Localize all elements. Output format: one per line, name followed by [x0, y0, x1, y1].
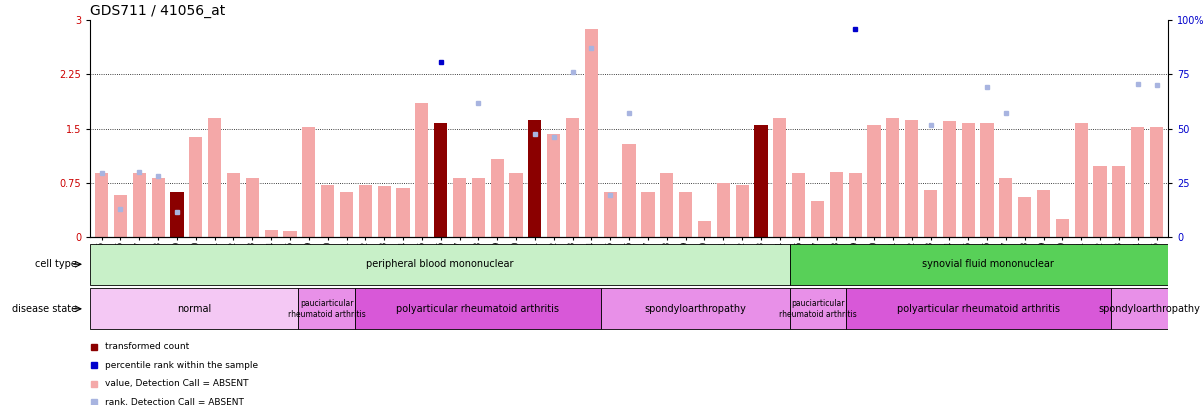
Bar [1150, 127, 1163, 237]
Bar [999, 178, 1013, 237]
Bar [509, 173, 523, 237]
Bar [453, 178, 466, 237]
Bar [246, 178, 259, 237]
Bar [208, 118, 222, 237]
Text: pauciarticular
rheumatoid arthritis: pauciarticular rheumatoid arthritis [288, 299, 366, 318]
Bar [943, 122, 956, 237]
Bar [152, 178, 165, 237]
Bar [226, 173, 240, 237]
Bar [679, 192, 692, 237]
Text: polyarticular rheumatoid arthritis: polyarticular rheumatoid arthritis [897, 304, 1061, 314]
Bar [472, 178, 485, 237]
Bar [1093, 166, 1106, 237]
Bar [321, 185, 335, 237]
Bar [773, 118, 786, 237]
Bar [792, 173, 805, 237]
Bar [265, 230, 278, 237]
Bar [299, 288, 355, 329]
Bar [283, 231, 296, 237]
Bar [490, 159, 503, 237]
Bar [585, 29, 598, 237]
Bar [716, 183, 730, 237]
Text: peripheral blood mononuclear: peripheral blood mononuclear [366, 259, 514, 269]
Bar [886, 118, 899, 237]
Bar [132, 173, 146, 237]
Bar [359, 185, 372, 237]
Bar [790, 288, 846, 329]
Bar [90, 288, 299, 329]
Bar [622, 145, 636, 237]
Bar [830, 172, 843, 237]
Bar [736, 185, 749, 237]
Text: normal: normal [177, 304, 212, 314]
Bar [378, 186, 391, 237]
Bar [90, 244, 790, 285]
Bar [642, 192, 655, 237]
Bar [114, 195, 128, 237]
Bar [1075, 123, 1088, 237]
Text: percentile rank within the sample: percentile rank within the sample [105, 361, 258, 370]
Text: GDS711 / 41056_at: GDS711 / 41056_at [90, 4, 225, 18]
Bar [698, 221, 712, 237]
Bar [396, 188, 409, 237]
Bar [603, 192, 616, 237]
Text: value, Detection Call = ABSENT: value, Detection Call = ABSENT [105, 379, 248, 388]
Bar [962, 123, 975, 237]
Bar [905, 120, 919, 237]
Bar [1111, 288, 1187, 329]
Bar [1056, 219, 1069, 237]
Text: cell type: cell type [35, 259, 77, 269]
Text: disease state: disease state [12, 304, 77, 314]
Bar [923, 190, 937, 237]
Bar [1131, 127, 1144, 237]
Bar [867, 125, 880, 237]
Bar [1019, 197, 1032, 237]
Text: transformed count: transformed count [105, 342, 189, 352]
Bar [755, 125, 768, 237]
Text: polyarticular rheumatoid arthritis: polyarticular rheumatoid arthritis [396, 304, 560, 314]
Bar [95, 173, 108, 237]
Bar [355, 288, 601, 329]
Bar [189, 137, 202, 237]
Bar [1037, 190, 1050, 237]
Bar [340, 192, 353, 237]
Bar [846, 288, 1111, 329]
Bar [435, 123, 448, 237]
Bar [529, 120, 542, 237]
Bar [415, 103, 429, 237]
Bar [170, 192, 183, 237]
Text: synovial fluid mononuclear: synovial fluid mononuclear [922, 259, 1055, 269]
Bar [566, 118, 579, 237]
Bar [547, 134, 560, 237]
Text: spondyloarthropathy: spondyloarthropathy [644, 304, 746, 314]
Bar [601, 288, 790, 329]
Bar [810, 201, 824, 237]
Bar [980, 123, 993, 237]
Text: pauciarticular
rheumatoid arthritis: pauciarticular rheumatoid arthritis [779, 299, 857, 318]
Text: rank, Detection Call = ABSENT: rank, Detection Call = ABSENT [105, 398, 243, 405]
Bar [660, 173, 673, 237]
Bar [790, 244, 1187, 285]
Bar [849, 173, 862, 237]
Bar [1112, 166, 1126, 237]
Bar [302, 127, 315, 237]
Text: spondyloarthropathy: spondyloarthropathy [1098, 304, 1200, 314]
